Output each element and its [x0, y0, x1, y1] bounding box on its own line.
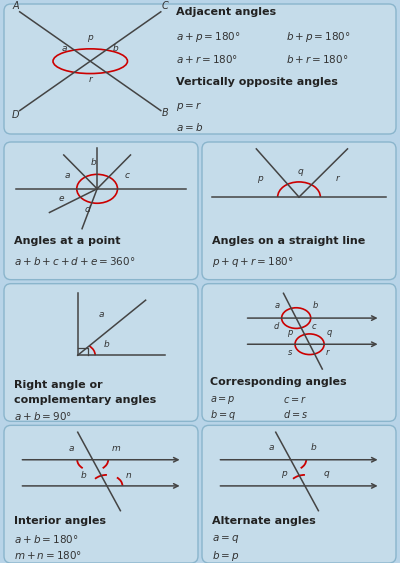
Text: a: a: [268, 443, 274, 452]
Text: q: q: [298, 167, 304, 176]
Text: $a+r=180°$: $a+r=180°$: [176, 53, 239, 65]
FancyBboxPatch shape: [4, 425, 198, 563]
Text: B: B: [161, 108, 168, 118]
Text: b: b: [113, 44, 118, 53]
Text: c: c: [311, 322, 316, 331]
Text: r: r: [88, 75, 92, 84]
Text: d: d: [274, 322, 280, 331]
Text: q: q: [326, 328, 332, 337]
Text: Corresponding angles: Corresponding angles: [210, 377, 346, 387]
Text: a: a: [62, 44, 68, 53]
Text: $a+b=90°$: $a+b=90°$: [14, 410, 72, 422]
Text: q: q: [323, 470, 329, 479]
Text: $a=b$: $a=b$: [176, 121, 204, 133]
Text: $b=q$: $b=q$: [210, 408, 236, 422]
Text: n: n: [125, 471, 131, 480]
Text: $c=r$: $c=r$: [284, 394, 307, 405]
Text: a: a: [98, 310, 104, 319]
Text: $d=s$: $d=s$: [284, 408, 308, 419]
Text: e: e: [58, 194, 64, 203]
Text: $b=p$: $b=p$: [212, 549, 239, 563]
Text: Interior angles: Interior angles: [14, 516, 106, 526]
FancyBboxPatch shape: [4, 142, 198, 280]
Text: $a+b+c+d+e=360°$: $a+b+c+d+e=360°$: [14, 255, 135, 267]
Text: $a=q$: $a=q$: [212, 533, 239, 545]
FancyBboxPatch shape: [202, 425, 396, 563]
Text: complementary angles: complementary angles: [14, 395, 156, 405]
FancyBboxPatch shape: [202, 284, 396, 421]
Text: p: p: [87, 33, 93, 42]
Text: d: d: [84, 205, 90, 214]
Text: C: C: [161, 1, 168, 11]
Text: r: r: [336, 173, 340, 182]
Text: $p+q+r=180°$: $p+q+r=180°$: [212, 255, 294, 269]
Text: Vertically opposite angles: Vertically opposite angles: [176, 77, 338, 87]
FancyBboxPatch shape: [4, 4, 396, 134]
Text: Alternate angles: Alternate angles: [212, 516, 316, 526]
Text: $b+p=180°$: $b+p=180°$: [286, 30, 351, 44]
Text: a: a: [69, 445, 74, 453]
Text: m: m: [112, 445, 120, 453]
Text: p: p: [288, 328, 293, 337]
Text: b: b: [313, 301, 318, 310]
Text: a: a: [64, 171, 70, 180]
Text: p: p: [281, 470, 286, 479]
Text: c: c: [125, 171, 130, 180]
Text: Angles at a point: Angles at a point: [14, 235, 120, 245]
Text: $a+p=180°$: $a+p=180°$: [176, 30, 241, 44]
Text: b: b: [81, 471, 86, 480]
Text: $m+n=180°$: $m+n=180°$: [14, 549, 82, 561]
Text: b: b: [90, 158, 96, 167]
FancyBboxPatch shape: [4, 284, 198, 421]
Text: a: a: [274, 301, 279, 310]
Text: $p=r$: $p=r$: [176, 100, 203, 113]
Text: $a+b=180°$: $a+b=180°$: [14, 533, 78, 545]
FancyBboxPatch shape: [202, 142, 396, 280]
Text: D: D: [12, 110, 20, 120]
Text: b: b: [311, 443, 317, 452]
Text: Right angle or: Right angle or: [14, 380, 102, 390]
Text: b: b: [104, 340, 110, 349]
Text: A: A: [12, 1, 19, 11]
Text: Adjacent angles: Adjacent angles: [176, 7, 277, 16]
Text: Angles on a straight line: Angles on a straight line: [212, 235, 365, 245]
Text: s: s: [288, 348, 292, 358]
Text: $a=p$: $a=p$: [210, 394, 236, 406]
Text: p: p: [257, 173, 263, 182]
Text: r: r: [325, 348, 329, 358]
Text: $b+r=180°$: $b+r=180°$: [286, 53, 349, 65]
